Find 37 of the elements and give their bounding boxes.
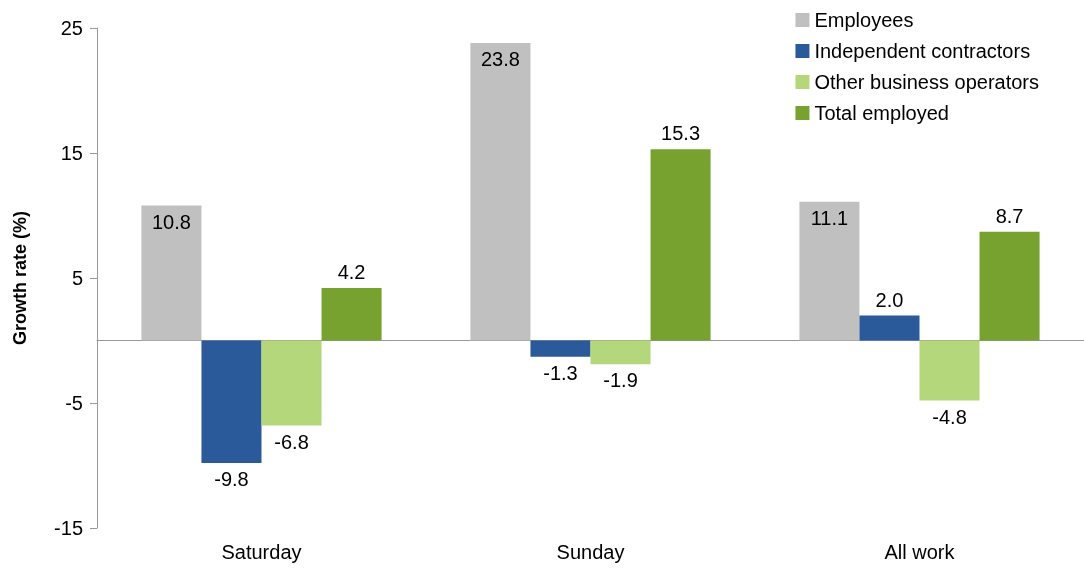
- legend-label: Employees: [814, 9, 914, 31]
- x-tick-label: Saturday: [221, 541, 302, 563]
- bar: [201, 340, 262, 463]
- y-axis-title: Growth rate (%): [10, 210, 30, 346]
- data-label: 4.2: [337, 261, 366, 283]
- data-label: 15.3: [661, 122, 701, 145]
- x-tick-label: All work: [884, 541, 956, 563]
- bar: [590, 340, 651, 365]
- data-label: 23.8: [480, 48, 520, 70]
- data-label: 8.7: [995, 204, 1024, 227]
- bar: [979, 231, 1040, 341]
- data-label: -4.8: [932, 405, 967, 428]
- data-label: 2.0: [875, 288, 904, 311]
- legend-label: Total employed: [814, 102, 949, 124]
- data-label: -9.8: [214, 468, 249, 490]
- y-tick-label: 15: [60, 142, 83, 164]
- bar: [650, 149, 711, 341]
- legend-label: Other business operators: [814, 71, 1039, 93]
- bar: [321, 288, 382, 341]
- y-tick-label: -5: [65, 392, 83, 414]
- bar: [470, 43, 531, 341]
- data-label: 11.1: [810, 206, 849, 229]
- bar: [799, 201, 860, 341]
- y-tick-label: -15: [54, 517, 83, 539]
- bar: [530, 340, 591, 357]
- data-label: -1.3: [543, 361, 578, 384]
- bar: [261, 340, 322, 426]
- y-tick-label: 25: [60, 17, 83, 39]
- bar: [919, 340, 980, 401]
- bar: [141, 205, 202, 341]
- data-label: 10.8: [151, 210, 191, 233]
- data-label: -6.8: [274, 430, 309, 453]
- legend-label: Independent contractors: [814, 40, 1031, 62]
- x-tick-label: Sunday: [556, 541, 625, 563]
- data-label: -1.9: [603, 369, 638, 392]
- bar: [859, 315, 920, 341]
- y-tick-label: 5: [71, 267, 83, 289]
